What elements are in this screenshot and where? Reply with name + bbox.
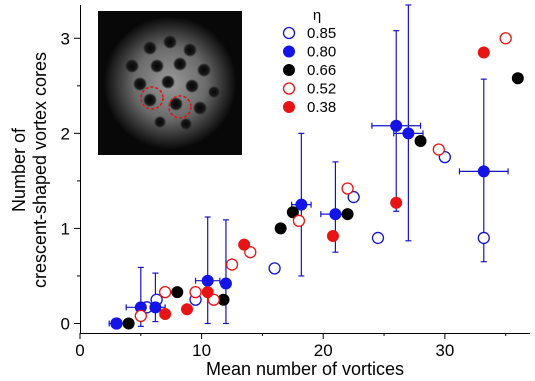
- y-tick-label: 2: [61, 124, 70, 143]
- legend-marker: [283, 101, 295, 113]
- legend-item: 0.66: [283, 62, 336, 79]
- axes: [80, 5, 530, 334]
- data-point: [326, 230, 339, 243]
- legend: η 0.85 0.800.66 0.520.38: [282, 7, 336, 116]
- data-point: [219, 277, 232, 290]
- data-point: [432, 143, 445, 156]
- data-point: [158, 285, 172, 299]
- y-tick-label: 0: [61, 314, 70, 333]
- inset-vortices: [125, 35, 220, 130]
- x-axis-title: Mean number of vortices: [206, 359, 404, 379]
- x-tick-label: 10: [192, 341, 211, 360]
- inset-marker-circle: [140, 86, 164, 110]
- legend-label: 0.52: [307, 81, 336, 98]
- data-point: [189, 285, 202, 299]
- x-tick-label: 0: [75, 341, 84, 360]
- legend-item: 0.80: [283, 44, 336, 61]
- data-point: [181, 303, 194, 316]
- data-point: [371, 231, 385, 245]
- error-bar: [194, 216, 221, 325]
- y-tick-label: 1: [61, 219, 70, 238]
- series-0.66: [122, 72, 524, 330]
- data-point: [477, 46, 490, 59]
- data-point: [274, 222, 287, 235]
- y-axis-title-line-2: crescent-shaped vortex cores: [30, 52, 50, 288]
- data-point: [110, 317, 123, 330]
- data-point: [286, 206, 299, 219]
- ticks: 0 10 20 30 0 1 2 3: [61, 29, 507, 360]
- data-point: [347, 190, 360, 204]
- inset-image: [98, 11, 242, 155]
- data-point: [402, 127, 415, 140]
- data-point: [414, 134, 427, 147]
- data-point: [201, 274, 214, 287]
- legend-label: 0.38: [307, 99, 336, 116]
- series-0.52: [134, 32, 512, 323]
- data-point: [341, 208, 354, 221]
- legend-marker: [283, 45, 295, 58]
- data-point: [329, 208, 342, 221]
- data-point: [171, 286, 184, 299]
- legend-marker: [282, 26, 296, 40]
- data-point: [390, 196, 403, 209]
- data-point: [499, 32, 512, 45]
- legend-label: 0.80: [307, 44, 336, 61]
- data-point: [477, 231, 490, 245]
- data-point: [295, 198, 308, 211]
- y-tick-label: 3: [61, 29, 70, 48]
- series-0.85: [110, 150, 490, 330]
- legend-title: η: [313, 7, 321, 24]
- x-tick-label: 30: [435, 341, 454, 360]
- series-0.38: [159, 46, 490, 320]
- data-point: [201, 286, 214, 299]
- series-0.80: [110, 119, 490, 330]
- data-point: [238, 238, 251, 251]
- legend-item: 0.85: [282, 25, 336, 42]
- legend-label: 0.66: [307, 62, 336, 79]
- inset-marker-circle: [168, 95, 192, 119]
- data-point: [159, 307, 172, 320]
- legend-item: 0.38: [283, 99, 336, 116]
- data-points: [110, 32, 524, 330]
- data-point: [390, 119, 403, 132]
- data-point: [477, 165, 490, 178]
- error-bar: [221, 219, 231, 325]
- legend-label: 0.85: [307, 25, 336, 42]
- data-point: [225, 258, 239, 271]
- data-point: [511, 72, 524, 85]
- x-tick-label: 20: [314, 341, 333, 360]
- legend-marker: [283, 64, 295, 76]
- data-point: [341, 182, 354, 195]
- legend-item: 0.52: [282, 81, 336, 98]
- data-point: [268, 262, 281, 275]
- data-point: [122, 317, 135, 330]
- legend-marker: [282, 82, 296, 95]
- data-point: [149, 301, 162, 314]
- data-point: [134, 309, 147, 323]
- y-axis-title-line-1: Number of: [9, 127, 29, 212]
- data-point: [292, 214, 306, 227]
